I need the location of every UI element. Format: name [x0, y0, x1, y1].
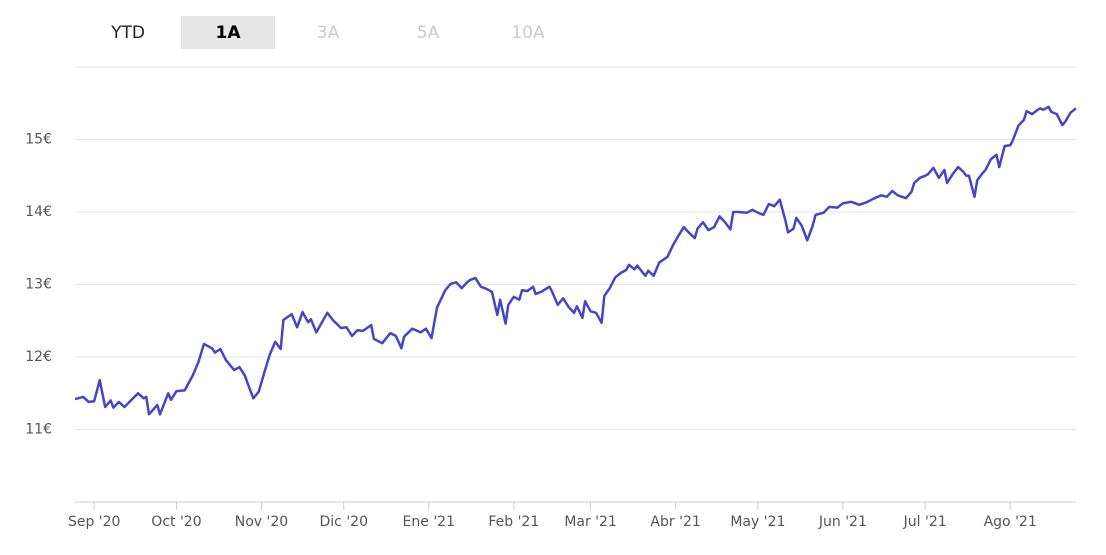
x-tick-label: May '21: [730, 514, 785, 530]
x-tick-label: Dic '20: [320, 514, 368, 530]
x-tick-label: Jun '21: [818, 514, 867, 530]
y-tick-label: 15€: [25, 132, 52, 148]
range-button[interactable]: 5A: [417, 23, 440, 43]
x-tick-label: Abr '21: [650, 514, 700, 530]
range-button[interactable]: 3A: [317, 23, 340, 43]
x-tick-label: Jul '21: [903, 514, 947, 530]
range-button[interactable]: YTD: [110, 23, 145, 43]
range-button-bg: [181, 16, 275, 49]
range-button[interactable]: 10A: [511, 23, 545, 43]
y-tick-label: 11€: [25, 422, 52, 438]
price-line: [74, 105, 1077, 416]
y-tick-label: 12€: [25, 349, 52, 365]
x-tick-label: Feb '21: [488, 514, 539, 530]
y-tick-label: 13€: [25, 277, 52, 293]
x-tick-label: Nov '20: [235, 514, 288, 530]
x-tick-label: Ago '21: [984, 514, 1037, 530]
x-tick-label: Ene '21: [403, 514, 455, 530]
y-tick-label: 14€: [25, 204, 52, 220]
x-tick-label: Mar '21: [564, 514, 617, 530]
range-button[interactable]: 1A: [216, 23, 242, 43]
x-tick-label: Sep '20: [68, 514, 121, 530]
x-tick-label: Oct '20: [151, 514, 201, 530]
